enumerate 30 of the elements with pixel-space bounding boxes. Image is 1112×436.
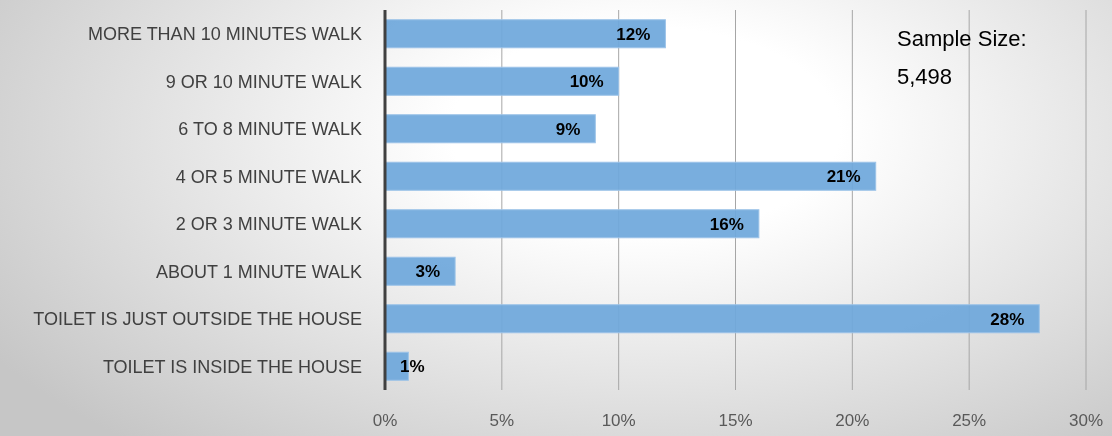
x-tick-label: 0% xyxy=(372,410,398,430)
y-tick-label: TOILET IS JUST OUTSIDE THE HOUSE xyxy=(33,309,362,330)
x-tick-label: 5% xyxy=(489,410,515,430)
data-label: 16% xyxy=(709,214,744,234)
y-tick-label: 6 TO 8 MINUTE WALK xyxy=(178,119,362,140)
x-tick-label: 25% xyxy=(952,410,987,430)
annotation: Sample Size: 5,498 xyxy=(897,25,1027,89)
y-tick-label: 9 OR 10 MINUTE WALK xyxy=(165,71,362,92)
data-label: 10% xyxy=(569,72,604,92)
data-label: 21% xyxy=(826,167,861,187)
y-tick-label: 2 OR 3 MINUTE WALK xyxy=(175,214,362,235)
data-label: 12% xyxy=(616,24,651,44)
bar xyxy=(384,114,596,144)
bar xyxy=(384,161,877,191)
x-tick-label: 30% xyxy=(1068,410,1104,430)
x-tick-label: 10% xyxy=(601,410,636,430)
bar xyxy=(384,19,666,49)
bar xyxy=(384,209,760,239)
y-tick-label: ABOUT 1 MINUTE WALK xyxy=(155,261,362,282)
x-tick-label: 20% xyxy=(835,410,870,430)
x-tick-label: 15% xyxy=(718,410,753,430)
y-tick-label: 4 OR 5 MINUTE WALK xyxy=(175,166,362,187)
bar xyxy=(384,66,620,96)
y-tick-label: TOILET IS INSIDE THE HOUSE xyxy=(102,356,362,377)
y-tick-label: MORE THAN 10 MINUTES WALK xyxy=(87,24,362,45)
data-label: 3% xyxy=(415,262,441,282)
data-label: 28% xyxy=(990,309,1025,329)
bar xyxy=(384,304,1040,334)
data-label: 9% xyxy=(555,119,581,139)
data-label: 1% xyxy=(400,357,425,377)
